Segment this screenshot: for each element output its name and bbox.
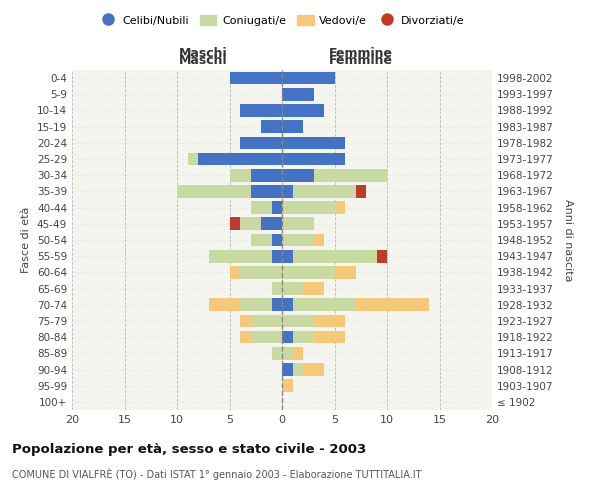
Bar xyxy=(251,331,282,344)
Bar xyxy=(335,266,355,278)
Bar xyxy=(261,218,282,230)
Bar xyxy=(209,298,240,311)
Bar xyxy=(293,331,314,344)
Bar xyxy=(271,202,282,214)
Bar xyxy=(251,314,282,328)
Bar xyxy=(177,185,251,198)
Bar xyxy=(303,363,324,376)
Bar xyxy=(282,266,335,278)
Bar xyxy=(335,202,345,214)
Bar xyxy=(271,234,282,246)
Text: Maschi: Maschi xyxy=(179,47,227,60)
Bar xyxy=(251,202,271,214)
Bar xyxy=(293,250,377,262)
Bar xyxy=(282,152,345,166)
Bar xyxy=(282,380,293,392)
Bar xyxy=(314,331,345,344)
Bar xyxy=(282,363,293,376)
Bar xyxy=(282,298,293,311)
Bar xyxy=(251,185,282,198)
Bar xyxy=(282,347,293,360)
Bar xyxy=(282,218,314,230)
Text: Maschi: Maschi xyxy=(179,54,227,67)
Bar xyxy=(229,218,240,230)
Bar xyxy=(240,314,251,328)
Text: COMUNE DI VIALFRÈ (TO) - Dati ISTAT 1° gennaio 2003 - Elaborazione TUTTITALIA.IT: COMUNE DI VIALFRÈ (TO) - Dati ISTAT 1° g… xyxy=(12,468,421,479)
Bar xyxy=(271,250,282,262)
Bar xyxy=(282,136,345,149)
Bar xyxy=(314,314,345,328)
Text: Femmine: Femmine xyxy=(329,54,393,67)
Bar xyxy=(251,169,282,181)
Bar xyxy=(198,152,282,166)
Bar xyxy=(240,331,251,344)
Bar xyxy=(209,250,271,262)
Bar xyxy=(314,169,387,181)
Bar xyxy=(240,266,282,278)
Bar xyxy=(240,136,282,149)
Bar xyxy=(293,363,303,376)
Legend: Celibi/Nubili, Coniugati/e, Vedovi/e, Divorziati/e: Celibi/Nubili, Coniugati/e, Vedovi/e, Di… xyxy=(95,10,469,30)
Bar xyxy=(187,152,198,166)
Bar xyxy=(240,298,271,311)
Bar xyxy=(240,104,282,117)
Bar xyxy=(282,314,314,328)
Bar xyxy=(303,282,324,295)
Bar xyxy=(251,234,271,246)
Bar xyxy=(282,234,314,246)
Bar xyxy=(261,120,282,133)
Y-axis label: Fasce di età: Fasce di età xyxy=(22,207,31,273)
Bar xyxy=(229,72,282,85)
Bar xyxy=(282,331,293,344)
Bar xyxy=(282,104,324,117)
Bar xyxy=(271,347,282,360)
Bar xyxy=(229,169,251,181)
Bar xyxy=(293,298,355,311)
Bar xyxy=(282,88,314,101)
Y-axis label: Anni di nascita: Anni di nascita xyxy=(563,198,573,281)
Bar xyxy=(377,250,387,262)
Bar xyxy=(271,298,282,311)
Bar xyxy=(293,347,303,360)
Bar xyxy=(240,218,261,230)
Bar xyxy=(282,185,293,198)
Bar xyxy=(282,250,293,262)
Bar xyxy=(282,169,314,181)
Bar xyxy=(355,298,429,311)
Bar xyxy=(314,234,324,246)
Bar xyxy=(282,202,335,214)
Bar xyxy=(282,282,303,295)
Bar xyxy=(293,185,355,198)
Text: Popolazione per età, sesso e stato civile - 2003: Popolazione per età, sesso e stato civil… xyxy=(12,442,366,456)
Bar xyxy=(271,282,282,295)
Bar xyxy=(282,72,335,85)
Bar xyxy=(282,120,303,133)
Bar xyxy=(229,266,240,278)
Text: Femmine: Femmine xyxy=(329,47,393,60)
Bar xyxy=(355,185,366,198)
